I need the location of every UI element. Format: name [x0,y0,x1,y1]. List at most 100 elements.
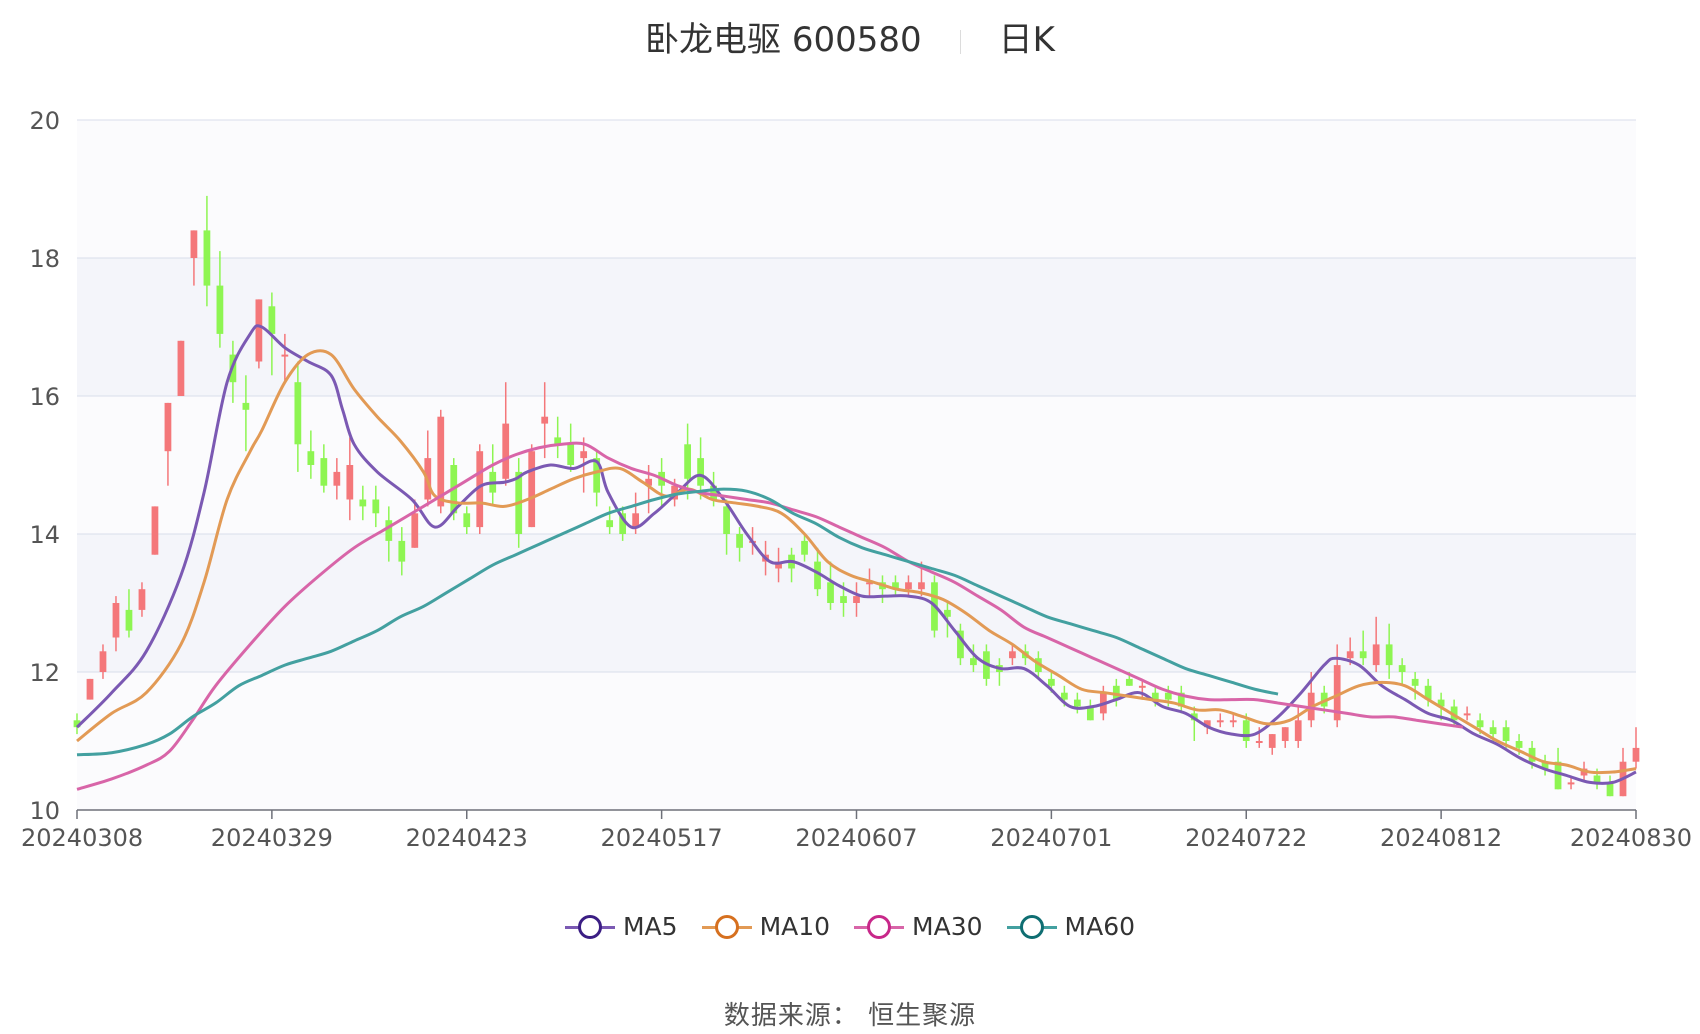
candle-body [125,609,133,631]
candle-body [112,603,120,638]
x-tick-label: 20240308 [21,824,143,852]
legend-item-ma10[interactable]: MA10 [701,912,831,941]
candle-body [1073,699,1081,707]
chart-title-period: 日K [998,20,1055,60]
candle-body [905,582,912,590]
legend-item-ma60[interactable]: MA60 [1006,912,1136,941]
candle-body [814,561,821,590]
x-tick-label: 20240607 [795,824,917,852]
candle-body [1476,720,1484,728]
candle-body [827,582,834,603]
y-tick-label: 18 [29,245,60,273]
y-tick-label: 20 [29,107,60,135]
candle-body [281,354,289,357]
legend-label: MA30 [912,912,983,941]
candle-body [1489,727,1497,735]
candle-body [216,285,224,334]
candle-body [138,589,146,610]
candle-body [632,513,640,528]
candle-body [710,485,717,500]
candle-body [398,540,406,562]
legend-marker-icon [564,914,615,939]
legend-marker-icon [1006,914,1057,939]
candle-body [1242,720,1250,741]
candle-body [359,499,367,507]
candle-body [1203,720,1211,728]
candle-body [99,651,107,672]
legend-label: MA60 [1064,912,1136,941]
data-source-note: 数据来源： 恒生聚源 [723,1001,977,1031]
candle-body [567,444,575,465]
candle-body [476,451,484,528]
candle-body [1009,651,1016,659]
x-tick-label: 20240423 [406,824,528,852]
candle-body [684,444,691,479]
candle-body [463,513,471,528]
legend-label: MA10 [759,912,831,941]
x-tick-label: 20240830 [1570,824,1692,852]
candle-body [1567,782,1575,785]
candle-body [502,423,510,479]
candle-body [593,458,601,493]
series-line-ma30 [76,441,1464,791]
candle-body [1359,651,1367,659]
candle-body [1593,775,1601,783]
y-tick-label: 16 [29,383,60,411]
candle-body [1437,699,1445,707]
candle-body [723,506,730,534]
chart-title: 卧龙电驱 600580 日K [0,12,1700,61]
x-axis: 20240308 20240329 20240423 20240517 20240607… [21,809,1692,852]
x-tick-label: 20240701 [990,824,1112,852]
title-separator [959,29,961,54]
candle-body [333,471,341,486]
candle-body [853,596,860,603]
y-tick-label: 12 [29,659,60,687]
plot-band [77,120,1636,258]
candle-body [294,382,302,445]
candle-body [1541,761,1549,769]
chart-title-name: 卧龙电驱 600580 [645,20,922,60]
candle-body [840,596,847,603]
candle-body [385,520,393,541]
candle-body [1138,685,1146,688]
legend-item-ma5[interactable]: MA5 [564,912,678,941]
candle-body [1164,692,1172,700]
candle-body [1346,651,1354,659]
candle-body [1229,720,1237,723]
candle-body [151,506,159,555]
legend-label: MA5 [622,912,678,941]
candle-body [1398,665,1406,672]
candle-body [1528,747,1536,762]
candle-body [580,451,588,459]
candle-body [1463,713,1471,716]
candle-body [528,451,536,528]
candle-body [775,561,782,569]
y-tick-label: 10 [29,797,60,825]
candle-body [164,402,172,452]
candle-body [970,658,977,666]
legend-item-ma30[interactable]: MA30 [854,912,983,941]
candle-body [268,306,276,334]
candle-body [1177,692,1185,707]
plot-band [77,672,1636,810]
legend-marker-icon [701,914,752,939]
candle-body [1502,727,1510,741]
candle-body [73,720,81,728]
candle-body [1047,678,1055,686]
candle-body [320,458,328,486]
candle-body [541,416,549,424]
candle-body [1333,665,1341,721]
candle-body [944,609,951,617]
candle-body [1255,741,1263,743]
candle-body [1268,734,1276,748]
candle-body [645,478,653,486]
candle-body [307,451,315,465]
candle-body [411,513,419,548]
plot-band [77,258,1636,396]
x-tick-label: 20240812 [1380,824,1502,852]
candle-body [1294,720,1302,741]
candle-body [957,630,964,659]
candle-body [1060,692,1068,700]
candle-body [1372,644,1380,666]
